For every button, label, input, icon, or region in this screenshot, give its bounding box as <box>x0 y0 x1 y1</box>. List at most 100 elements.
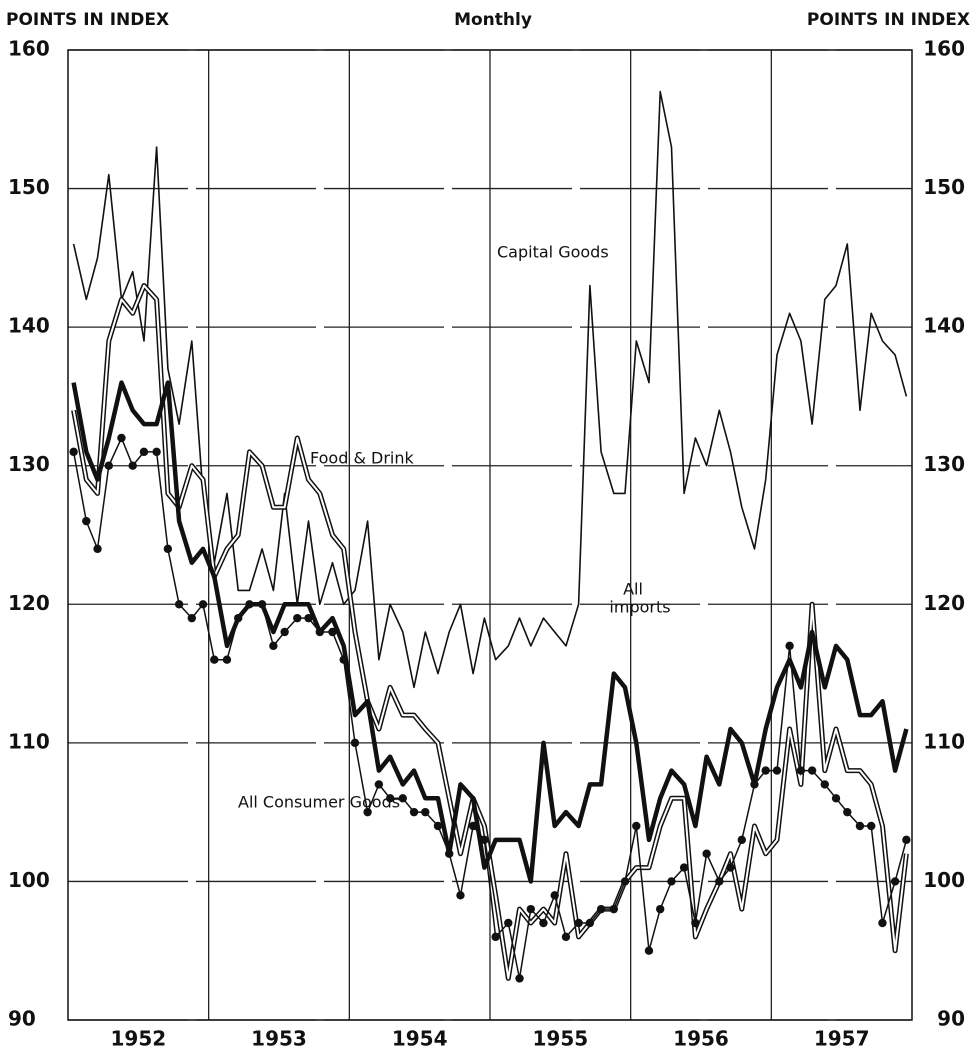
plot-frame <box>67 49 913 1021</box>
series-point <box>198 600 208 609</box>
y-axis-label-left: POINTS IN INDEX <box>6 10 169 30</box>
series-point <box>902 835 911 845</box>
series-point <box>409 807 419 817</box>
series-point <box>187 613 196 623</box>
y-tick-label: 100 <box>8 868 50 892</box>
y-tick-label: 160 <box>8 37 50 61</box>
series-point <box>515 974 524 983</box>
series-point <box>445 849 454 858</box>
y-tick-label: 130 <box>8 452 50 476</box>
series-point <box>222 655 232 664</box>
series-point <box>679 863 689 872</box>
series-point <box>128 461 137 470</box>
series-point <box>644 946 654 955</box>
annotation: All <box>623 580 643 599</box>
series-point <box>69 447 78 457</box>
series-point <box>656 904 665 914</box>
series-point <box>785 641 794 651</box>
series-line-inner <box>72 284 908 980</box>
series-point <box>737 835 746 845</box>
series-point <box>480 835 489 845</box>
y-tick-label: 120 <box>923 591 965 615</box>
y-axis-label-right: POINTS IN INDEX <box>807 10 970 30</box>
annotation: Capital Goods <box>497 243 609 262</box>
series-point <box>867 821 876 831</box>
series-point <box>526 904 535 914</box>
series-point <box>750 780 759 789</box>
series-point <box>374 780 384 789</box>
series-point <box>620 877 630 886</box>
series-point <box>293 613 302 623</box>
series-point <box>315 627 324 637</box>
y-tick-label: 160 <box>923 37 965 61</box>
series-point <box>339 655 348 664</box>
x-tick-label: 1956 <box>673 1027 729 1051</box>
series-point <box>93 544 102 554</box>
series-point <box>574 918 583 928</box>
series-point <box>304 613 313 623</box>
y-tick-label: 110 <box>8 729 50 753</box>
x-tick-label: 1952 <box>110 1027 166 1051</box>
y-tick-label: 110 <box>923 729 965 753</box>
series-point <box>234 613 243 623</box>
series-point <box>468 821 478 831</box>
series-line <box>71 380 909 884</box>
series-point <box>585 918 595 928</box>
series-point <box>561 932 571 942</box>
series-point <box>796 766 806 775</box>
annotation: imports <box>609 598 670 617</box>
series-point <box>667 877 676 886</box>
series-point <box>350 738 360 748</box>
series-point <box>715 877 724 886</box>
series-point <box>726 863 735 872</box>
y-tick-label: 120 <box>8 591 50 615</box>
series-point <box>831 794 841 803</box>
series-point <box>139 447 149 457</box>
series-point <box>491 932 500 942</box>
series-point <box>807 766 817 775</box>
series-point <box>421 807 430 817</box>
series-point <box>772 766 782 775</box>
series-point <box>843 807 852 817</box>
y-tick-label: 90 <box>8 1007 36 1031</box>
series-point <box>210 655 219 664</box>
series-point <box>820 780 829 789</box>
series-point <box>433 821 443 831</box>
y-tick-label: 140 <box>923 314 965 338</box>
series-point <box>456 891 465 900</box>
series-point <box>550 891 559 900</box>
x-tick-label: 1954 <box>392 1027 448 1051</box>
series-point <box>632 821 641 831</box>
series-point <box>82 516 91 526</box>
y-tick-label: 100 <box>923 868 965 892</box>
series-point <box>539 918 548 928</box>
series-point <box>257 600 267 609</box>
chart-title: Monthly <box>454 10 532 30</box>
annotation: Food & Drink <box>310 449 415 468</box>
series-point <box>609 904 618 914</box>
series-point <box>163 544 173 554</box>
annotation: All Consumer Goods <box>238 793 400 812</box>
series-point <box>761 766 770 775</box>
series-point <box>398 794 407 803</box>
series-point <box>878 918 887 928</box>
x-tick-label: 1955 <box>532 1027 588 1051</box>
series-point <box>702 849 711 858</box>
series-point <box>280 627 289 637</box>
y-tick-label: 150 <box>923 175 965 199</box>
series-point <box>174 600 184 609</box>
series-point <box>855 821 865 831</box>
x-tick-label: 1953 <box>251 1027 307 1051</box>
series-point <box>890 877 900 886</box>
series-point <box>691 918 700 928</box>
series-point <box>328 627 337 637</box>
y-tick-label: 150 <box>8 175 50 199</box>
series-point <box>363 807 372 817</box>
series-point <box>117 433 126 443</box>
series-point <box>104 461 113 470</box>
series-point <box>385 794 395 803</box>
x-tick-label: 1957 <box>814 1027 870 1051</box>
series-point <box>504 918 513 928</box>
